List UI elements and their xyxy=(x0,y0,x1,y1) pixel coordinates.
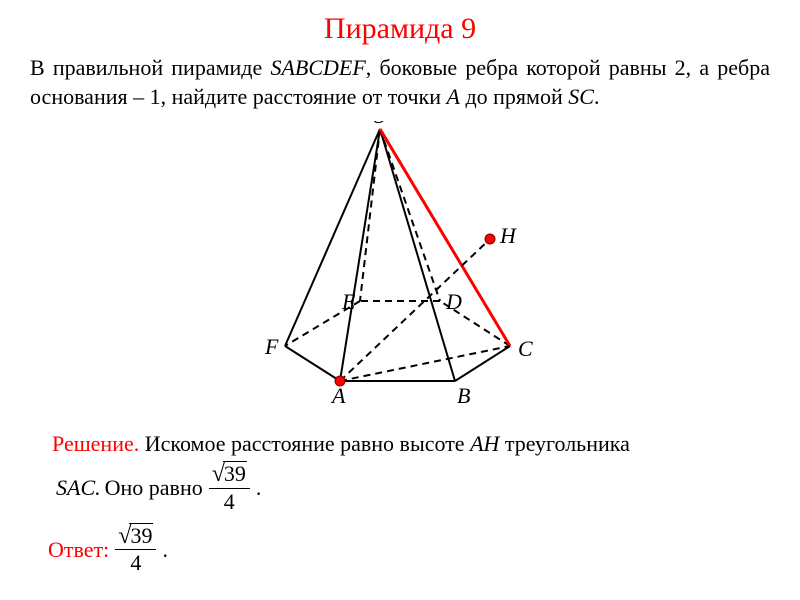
solution-line-1: Решение. Искомое расстояние равно высоте… xyxy=(30,431,770,457)
sqrt-val-2: 39 xyxy=(129,523,153,548)
svg-text:S: S xyxy=(374,121,385,128)
denom-2: 4 xyxy=(115,550,156,576)
segment-ah: AH xyxy=(470,431,499,456)
pyramid-name: SABCDEF xyxy=(270,55,365,80)
svg-text:H: H xyxy=(499,223,517,248)
solution-text-1: Искомое расстояние равно высоте xyxy=(139,431,470,456)
problem-statement: В правильной пирамиде SABCDEF, боковые р… xyxy=(30,54,770,111)
svg-text:D: D xyxy=(445,289,462,314)
solution-block: Решение. Искомое расстояние равно высоте… xyxy=(30,431,770,577)
line-sc: SC xyxy=(568,84,594,109)
page-title: Пирамида 9 xyxy=(30,12,770,46)
problem-part4: . xyxy=(594,84,600,109)
svg-text:B: B xyxy=(457,383,470,408)
point-a: A xyxy=(447,84,460,109)
sqrt-val-1: 39 xyxy=(223,461,247,486)
svg-text:E: E xyxy=(341,289,356,314)
solution-period: . xyxy=(256,475,262,501)
answer-fraction: 39 4 xyxy=(115,523,156,577)
answer-period: . xyxy=(162,537,168,563)
triangle-sac: SAC. xyxy=(56,475,101,501)
solution-line-2: SAC. Оно равно 39 4 . xyxy=(30,461,770,515)
answer-line: Ответ: 39 4 . xyxy=(48,523,770,577)
solution-text-2: Оно равно xyxy=(105,475,203,501)
solution-text-1-end: треугольника xyxy=(499,431,629,456)
solution-fraction: 39 4 xyxy=(209,461,250,515)
denom-1: 4 xyxy=(209,489,250,515)
solution-label: Решение. xyxy=(52,431,139,456)
answer-label: Ответ: xyxy=(48,537,109,563)
problem-part3: до прямой xyxy=(460,84,568,109)
svg-text:A: A xyxy=(330,383,346,408)
svg-text:F: F xyxy=(264,334,279,359)
problem-part1: В правильной пирамиде xyxy=(30,55,270,80)
pyramid-diagram: S H E D F C A B xyxy=(30,121,770,416)
svg-text:C: C xyxy=(518,336,533,361)
